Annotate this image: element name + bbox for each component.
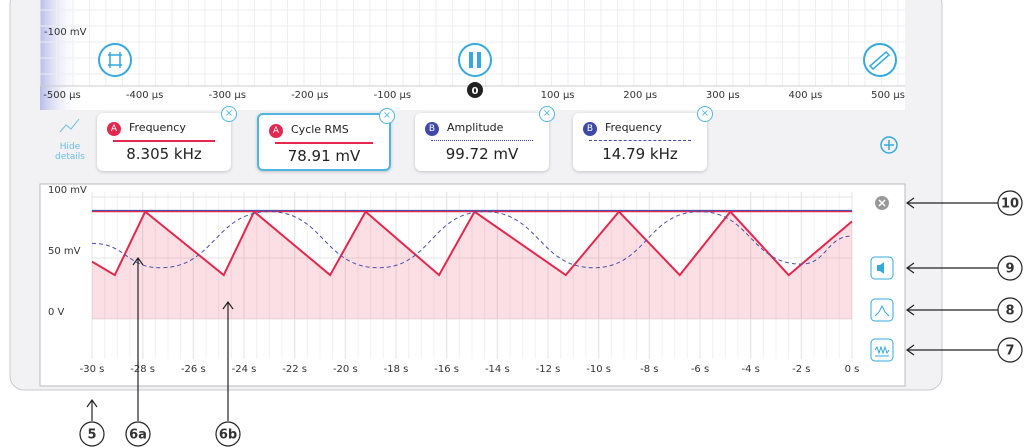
callouts: 10 9 8 7 5 6a 6b <box>79 190 1023 447</box>
x-tick-label: -8 s <box>640 364 658 375</box>
callout-circle <box>997 297 1023 323</box>
scope-x-tick-label: -100 µs <box>374 90 411 101</box>
callout-circle <box>997 337 1023 363</box>
callout-arrowhead <box>905 304 915 316</box>
measurement-name: Cycle RMS <box>291 123 349 136</box>
measurement-name: Frequency <box>605 121 662 134</box>
grid-button[interactable] <box>98 43 132 77</box>
measurement-name: Frequency <box>129 121 186 134</box>
measurement-value: 14.79 kHz <box>602 145 678 163</box>
scope-x-tick-label: 100 µs <box>541 90 575 101</box>
x-tick-label: -28 s <box>130 364 155 375</box>
zero-marker <box>467 82 483 98</box>
add-measurement[interactable] <box>880 136 898 154</box>
trend-plot: -30 s -28 s -26 s -24 s -22 s -20 s -18 s -16 s… <box>48 185 859 375</box>
measurement-underline <box>275 142 373 144</box>
x-tick-label: -24 s <box>232 364 257 375</box>
hide-details[interactable]: Hide details <box>55 142 85 162</box>
scope-grid <box>39 0 905 86</box>
measurement-underline <box>113 140 215 142</box>
callout-arrowhead <box>222 300 234 310</box>
measurement-card[interactable]: B Frequency 14.79 kHz × <box>573 106 713 171</box>
scope-x-tick-label: -200 µs <box>291 90 328 101</box>
pause-button[interactable] <box>458 43 492 77</box>
measurement-card[interactable]: A Cycle RMS 78.91 mV × <box>257 108 395 171</box>
x-tick-label: -12 s <box>536 364 561 375</box>
callout-arrowhead <box>86 398 98 408</box>
x-tick-label: 0 s <box>845 364 860 375</box>
spectrum-button[interactable] <box>870 298 894 322</box>
callout-label: 10 <box>1001 197 1019 212</box>
measurement-value: 99.72 mV <box>445 145 519 163</box>
x-tick-label: -2 s <box>792 364 810 375</box>
sound-button[interactable] <box>870 256 894 280</box>
callout-circle <box>79 421 105 447</box>
y-tick-label: 50 mV <box>48 246 81 257</box>
series-line <box>91 210 853 277</box>
x-tick-label: -30 s <box>80 364 105 375</box>
x-tick-label: -6 s <box>691 364 709 375</box>
scope-x-tick-label: 0 <box>472 86 479 97</box>
callout-arrowhead <box>132 256 144 266</box>
remove-measurement[interactable]: × <box>539 106 555 122</box>
measurement-card[interactable]: A Frequency 8.305 kHz × <box>97 106 237 171</box>
remove-measurement[interactable]: × <box>697 106 713 122</box>
callout-arrowhead <box>905 197 915 209</box>
callout-label: 5 <box>87 428 96 443</box>
measurement-value: 8.305 kHz <box>126 145 202 163</box>
scope-x-tick-label: -400 µs <box>126 90 163 101</box>
callout-circle <box>997 190 1023 216</box>
series-area <box>92 211 852 319</box>
measurement-underline <box>589 140 691 141</box>
y-tick-label: 100 mV <box>48 185 87 196</box>
remove-measurement[interactable]: × <box>221 106 237 122</box>
scope-x-tick-label: -300 µs <box>208 90 245 101</box>
scope-x-tick-label: 300 µs <box>706 90 740 101</box>
clear-button[interactable] <box>875 196 889 210</box>
remove-measurement[interactable]: × <box>379 108 395 124</box>
scope-x-tick-label: 400 µs <box>788 90 822 101</box>
x-tick-label: -20 s <box>333 364 358 375</box>
callout-circle <box>215 421 241 447</box>
callout-arrowhead <box>905 344 915 356</box>
measurement-value: 78.91 mV <box>287 147 361 165</box>
scope-x-tick-label: 200 µs <box>623 90 657 101</box>
measurement-underline <box>431 140 533 141</box>
callout-label: 6a <box>129 428 147 443</box>
x-tick-label: -4 s <box>741 364 759 375</box>
callout-label: 8 <box>1005 304 1014 319</box>
channel-badge: A <box>269 124 283 138</box>
callout-arrowhead <box>905 262 915 274</box>
waveform-button[interactable] <box>870 338 894 362</box>
channel-badge: A <box>107 122 121 136</box>
measurement-name: Amplitude <box>447 121 504 134</box>
scope-y-label: -100 mV <box>44 27 87 38</box>
callout-circle <box>125 421 151 447</box>
details-icon <box>59 118 80 133</box>
ruler-button[interactable] <box>863 43 897 77</box>
callout-circle <box>997 255 1023 281</box>
measurement-card[interactable]: B Amplitude 99.72 mV × <box>415 106 555 171</box>
x-tick-label: -10 s <box>586 364 611 375</box>
x-tick-label: -18 s <box>384 364 409 375</box>
x-tick-label: -26 s <box>181 364 206 375</box>
series-line <box>91 211 853 269</box>
y-tick-label: 0 V <box>48 307 65 318</box>
callout-label: 6b <box>219 428 237 443</box>
x-tick-label: -14 s <box>485 364 510 375</box>
x-tick-label: -16 s <box>434 364 459 375</box>
callout-label: 7 <box>1005 344 1014 359</box>
scope-x-tick-label: -500 µs <box>43 90 80 101</box>
channel-badge: B <box>583 122 597 136</box>
channel-badge: B <box>425 122 439 136</box>
scope-x-tick-label: 500 µs <box>871 90 905 101</box>
callout-label: 9 <box>1005 262 1014 277</box>
x-tick-label: -22 s <box>282 364 307 375</box>
